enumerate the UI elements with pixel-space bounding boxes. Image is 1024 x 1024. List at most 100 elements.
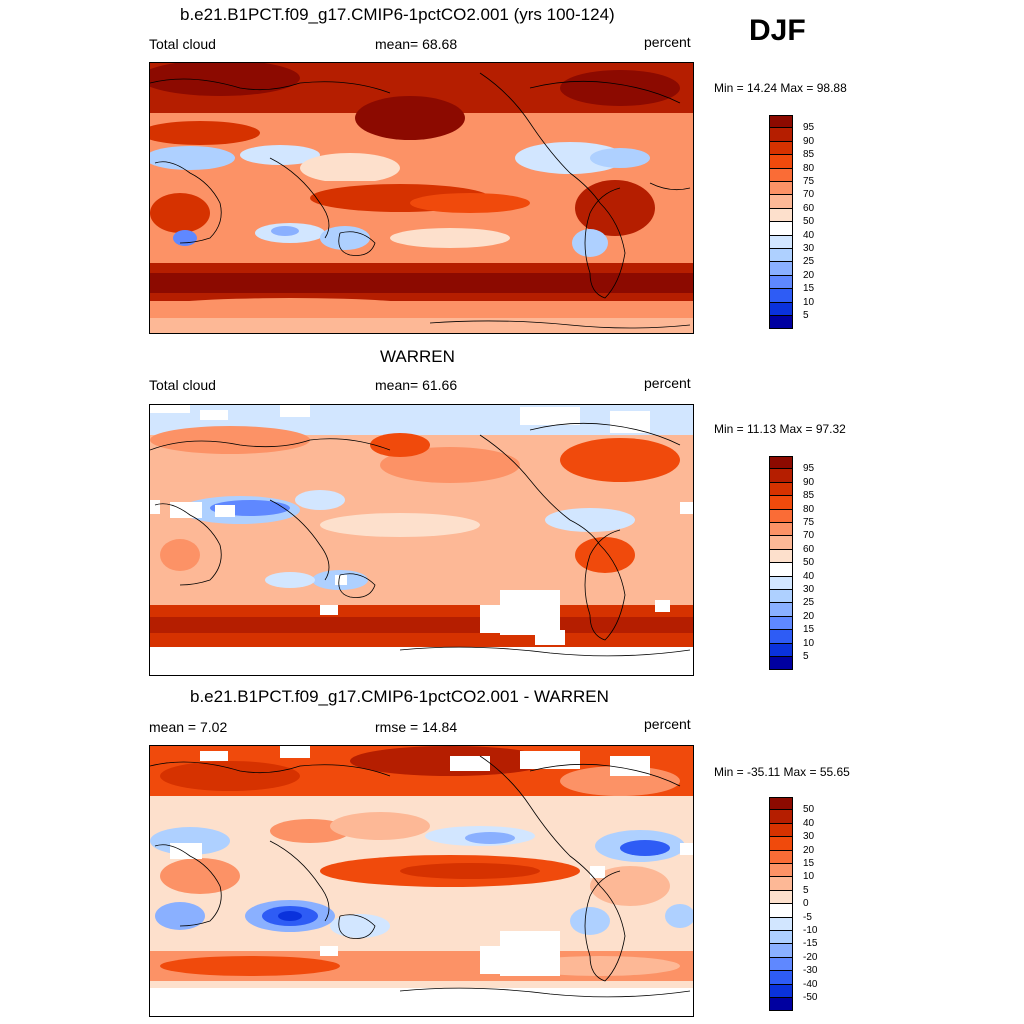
colorbar-swatch xyxy=(769,931,793,945)
colorbar-swatch xyxy=(769,509,793,523)
colorbar-tick-label: 0 xyxy=(803,898,809,910)
colorbar-swatch xyxy=(769,115,793,129)
colorbar-tick-label: 60 xyxy=(803,543,815,555)
colorbar-swatch xyxy=(769,797,793,811)
colorbar-tick-label: 15 xyxy=(803,283,815,295)
colorbar-swatch xyxy=(769,469,793,483)
colorbar-tick-label: 20 xyxy=(803,844,815,856)
season-label: DJF xyxy=(749,14,806,47)
colorbar-tick-label: 50 xyxy=(803,216,815,228)
colorbar-tick-label: 70 xyxy=(803,530,815,542)
panel1-units-label: percent xyxy=(644,34,691,50)
colorbar-swatch xyxy=(769,944,793,958)
colorbar-tick-label: 30 xyxy=(803,831,815,843)
panel2-minmax: Min = 11.13 Max = 97.32 xyxy=(714,422,846,436)
panel3-units-label: percent xyxy=(644,716,691,732)
colorbar-tick-label: 10 xyxy=(803,637,815,649)
colorbar-swatch xyxy=(769,182,793,196)
colorbar-tick-label: 75 xyxy=(803,517,815,528)
colorbar-tick-label: -30 xyxy=(803,965,818,977)
colorbar-tick-label: -40 xyxy=(803,978,818,990)
panel1-mean-label: mean= 68.68 xyxy=(375,36,458,52)
colorbar-swatch xyxy=(769,195,793,209)
colorbar-tick-label: 50 xyxy=(803,804,815,816)
colorbar-tick-label: 25 xyxy=(803,256,815,268)
colorbar-swatch xyxy=(769,235,793,249)
colorbar-tick-label: 10 xyxy=(803,871,815,883)
colorbar-swatch xyxy=(769,536,793,550)
colorbar-tick-label: -15 xyxy=(803,938,818,950)
colorbar-swatch xyxy=(769,590,793,604)
colorbar-swatch xyxy=(769,957,793,972)
colorbar-swatch xyxy=(769,249,793,263)
colorbar-swatch xyxy=(769,222,793,236)
colorbar-tick-label: 80 xyxy=(803,503,815,515)
panel3-title: b.e21.B1PCT.f09_g17.CMIP6-1pctCO2.001 - … xyxy=(190,687,609,706)
colorbar-tick-label: 75 xyxy=(803,176,815,187)
colorbar-tick-label: 5 xyxy=(803,884,809,896)
panel2-title: WARREN xyxy=(380,347,455,366)
colorbar-swatch xyxy=(769,810,793,824)
colorbar-swatch xyxy=(769,155,793,169)
colorbar-swatch xyxy=(769,971,793,985)
colorbar-tick-label: -10 xyxy=(803,925,818,936)
panel2-left-label: Total cloud xyxy=(149,377,216,393)
colorbar-swatch xyxy=(769,141,793,156)
colorbar-tick-label: 25 xyxy=(803,597,815,609)
colorbar-swatch xyxy=(769,850,793,864)
colorbar-swatch xyxy=(769,984,793,998)
colorbar-tick-label: -50 xyxy=(803,992,818,1003)
colorbar-tick-label: 60 xyxy=(803,202,815,214)
colorbar-swatch xyxy=(769,643,793,657)
panel2-mean-label: mean= 61.66 xyxy=(375,377,458,393)
colorbar-swatch xyxy=(769,262,793,276)
colorbar-swatch xyxy=(769,576,793,590)
colorbar-tick-label: 95 xyxy=(803,122,815,134)
colorbar-swatch xyxy=(769,904,793,918)
colorbar-tick-label: 40 xyxy=(803,570,815,582)
panel2-colorbar: 95 90 85 80 75 70 60 50 40 30 25 20 15 10 5 xyxy=(769,456,814,671)
colorbar-tick-label: 15 xyxy=(803,858,815,869)
panel1-title: b.e21.B1PCT.f09_g17.CMIP6-1pctCO2.001 (y… xyxy=(180,5,615,24)
colorbar-swatch xyxy=(769,128,793,142)
colorbar-swatch xyxy=(769,877,793,891)
panel3-map xyxy=(149,745,694,1017)
colorbar-swatch xyxy=(769,316,793,330)
panel1-left-label: Total cloud xyxy=(149,36,216,52)
colorbar-swatch xyxy=(769,616,793,631)
colorbar-tick-label: -20 xyxy=(803,951,818,963)
colorbar-swatch xyxy=(769,523,793,537)
colorbar-swatch xyxy=(769,289,793,303)
panel3-rmse-label: rmse = 14.84 xyxy=(375,719,458,735)
colorbar-tick-label: 85 xyxy=(803,149,815,161)
colorbar-swatch xyxy=(769,630,793,644)
panel3-mean-label: mean = 7.02 xyxy=(149,719,228,735)
colorbar-tick-label: 30 xyxy=(803,243,815,254)
colorbar-tick-label: 90 xyxy=(803,135,815,147)
panel1-colorbar: 95 90 85 80 75 70 60 50 40 30 25 20 15 10 5 xyxy=(769,115,814,330)
colorbar-tick-label: 20 xyxy=(803,269,815,281)
panel2-map-svg xyxy=(150,405,693,675)
colorbar-tick-label: 40 xyxy=(803,817,815,829)
colorbar-swatch xyxy=(769,823,793,838)
panel2-map xyxy=(149,404,694,676)
colorbar-tick-label: 20 xyxy=(803,610,815,622)
colorbar-tick-label: -5 xyxy=(803,911,812,923)
colorbar-swatch xyxy=(769,208,793,223)
colorbar-tick-label: 95 xyxy=(803,463,815,475)
colorbar-tick-label: 15 xyxy=(803,624,815,636)
colorbar-swatch xyxy=(769,302,793,316)
colorbar-tick-label: 80 xyxy=(803,162,815,174)
colorbar-swatch xyxy=(769,998,793,1012)
colorbar-tick-label: 40 xyxy=(803,229,815,241)
colorbar-tick-label: 10 xyxy=(803,296,815,308)
colorbar-tick-label: 85 xyxy=(803,490,815,502)
panel2-units-label: percent xyxy=(644,375,691,391)
colorbar-tick-label: 50 xyxy=(803,557,815,569)
colorbar-tick-label: 30 xyxy=(803,584,815,595)
colorbar-tick-label: 5 xyxy=(803,651,809,662)
colorbar-swatch xyxy=(769,657,793,671)
panel3-minmax: Min = -35.11 Max = 55.65 xyxy=(714,765,850,779)
colorbar-tick-label: 5 xyxy=(803,310,809,321)
colorbar-swatch xyxy=(769,482,793,497)
